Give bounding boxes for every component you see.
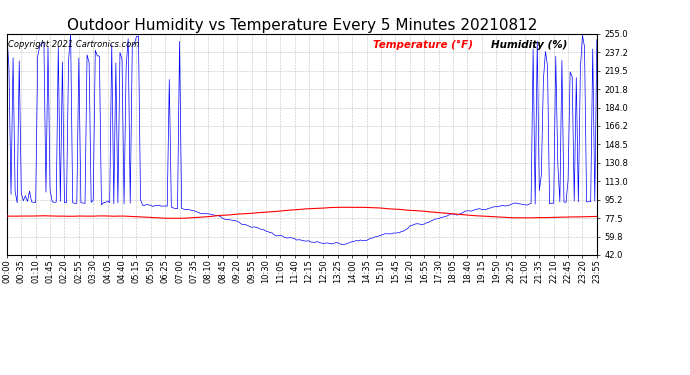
Text: Temperature (°F): Temperature (°F) — [373, 40, 473, 51]
Text: Copyright 2021 Cartronics.com: Copyright 2021 Cartronics.com — [8, 40, 139, 50]
Text: Humidity (%): Humidity (%) — [491, 40, 567, 50]
Title: Outdoor Humidity vs Temperature Every 5 Minutes 20210812: Outdoor Humidity vs Temperature Every 5 … — [67, 18, 537, 33]
